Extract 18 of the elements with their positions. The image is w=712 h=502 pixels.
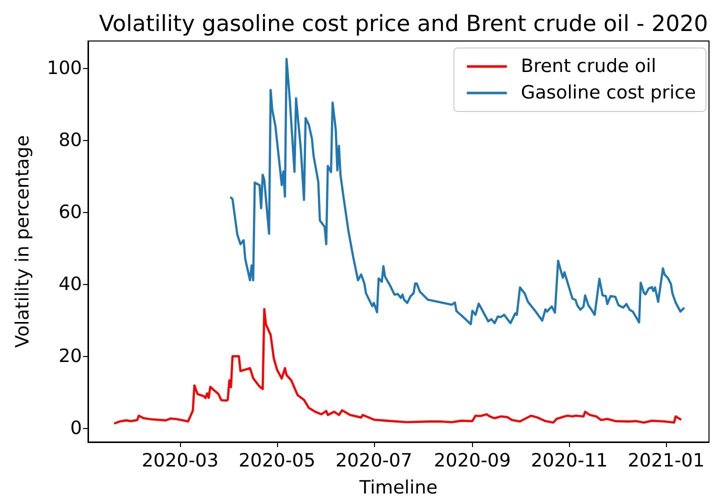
x-tick-label: 2020-07 xyxy=(335,450,412,472)
chart-title: Volatility gasoline cost price and Brent crude oil - 2020 xyxy=(99,11,708,37)
x-tick-label: 2020-03 xyxy=(142,450,219,472)
line-series xyxy=(114,308,682,424)
y-axis-title: Volatility in percentage xyxy=(12,135,34,348)
y-tick-label: 20 xyxy=(58,346,82,368)
legend-label: Gasoline cost price xyxy=(520,82,696,104)
legend-label: Brent crude oil xyxy=(520,56,656,77)
x-tick-label: 2021-01 xyxy=(628,450,705,472)
y-tick-label: 100 xyxy=(46,58,82,79)
y-tick-label: 0 xyxy=(70,418,82,440)
x-tick-label: 2020-05 xyxy=(238,450,316,472)
x-tick-label: 2020-09 xyxy=(434,450,511,472)
y-tick-label: 40 xyxy=(58,274,82,296)
x-axis-title: Timeline xyxy=(358,478,438,498)
y-tick-label: 80 xyxy=(58,130,82,151)
y-tick-label: 60 xyxy=(58,202,82,223)
x-tick-label: 2020-11 xyxy=(530,450,608,472)
